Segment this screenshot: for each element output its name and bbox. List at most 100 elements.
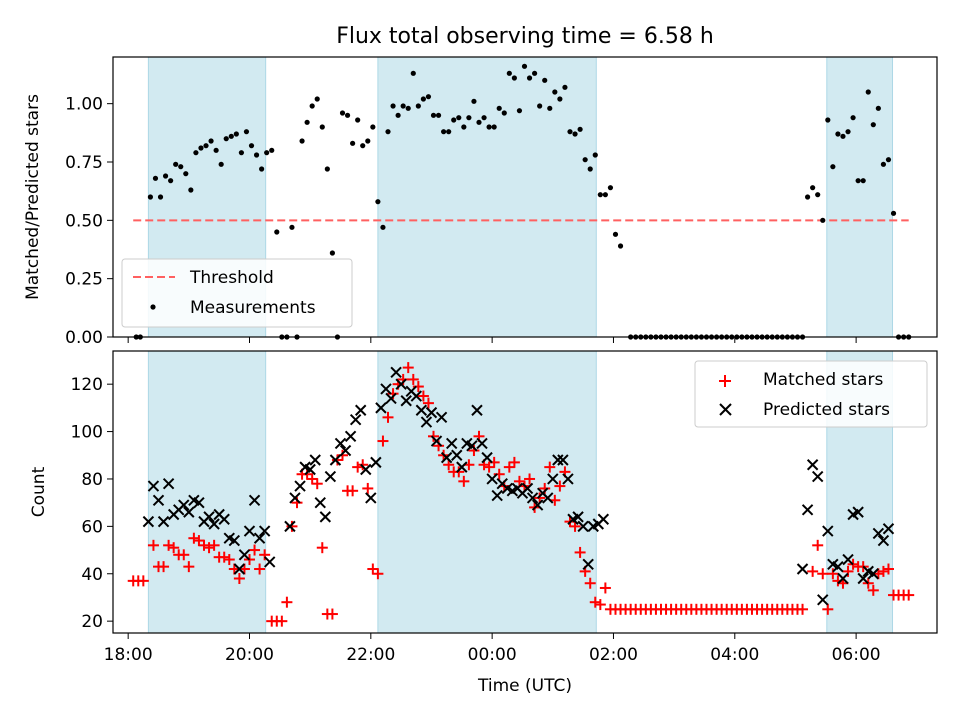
measurement-point — [456, 115, 462, 121]
matched-star-point — [163, 539, 175, 551]
matched-star-point — [233, 572, 245, 584]
measurement-point — [491, 124, 497, 130]
measurement-point — [835, 131, 841, 137]
top-markers — [133, 63, 912, 340]
matched-star-point — [867, 584, 879, 596]
predicted-star-point — [208, 518, 220, 530]
predicted-star-point — [365, 492, 377, 504]
measurement-point — [198, 145, 204, 151]
matched-star-point — [407, 373, 419, 385]
measurement-point — [274, 229, 280, 235]
measurement-point — [506, 70, 512, 76]
predicted-star-point — [375, 402, 387, 414]
matched-star-point — [569, 520, 581, 532]
measurement-point — [476, 119, 482, 125]
measurement-point — [309, 103, 315, 109]
matched-star-point — [188, 532, 200, 544]
measurement-point — [360, 143, 366, 149]
matched-star-point — [377, 435, 389, 447]
measurement-point — [552, 89, 558, 95]
measurement-point — [471, 98, 477, 104]
matched-star-point — [877, 565, 889, 577]
measurement-point — [840, 133, 846, 139]
matched-star-point — [326, 608, 338, 620]
predicted-star-point — [806, 459, 819, 471]
measurement-point — [203, 143, 209, 149]
measurement-point — [562, 84, 568, 90]
predicted-star-point — [552, 454, 564, 466]
measurement-point — [223, 136, 229, 142]
matched-star-point — [203, 542, 215, 554]
bottom-predicted-markers — [142, 366, 895, 606]
predicted-star-point — [440, 451, 453, 464]
measurement-point — [602, 192, 608, 198]
measurement-point — [259, 166, 265, 172]
matched-star-point — [223, 554, 235, 566]
predicted-star-point — [289, 492, 301, 504]
measurement-point — [350, 140, 356, 146]
legend-matched-label: Matched stars — [763, 370, 883, 390]
measurement-point — [511, 75, 517, 81]
measurement-point — [890, 210, 897, 216]
measurement-point — [521, 63, 528, 69]
predicted-star-point — [872, 527, 885, 540]
x-tick-label: 00:00 — [468, 645, 517, 665]
predicted-star-point — [882, 523, 895, 535]
x-tick-label: 20:00 — [225, 645, 274, 665]
matched-star-point — [524, 473, 536, 485]
matched-star-point — [218, 551, 230, 563]
predicted-star-point — [476, 437, 488, 450]
matched-star-point — [417, 390, 429, 402]
predicted-star-point — [410, 390, 423, 402]
predicted-star-point — [486, 473, 498, 485]
top-y-tick-label: 0.25 — [65, 270, 103, 290]
predicted-star-point — [258, 525, 271, 537]
matched-star-point — [331, 454, 343, 466]
matched-star-point — [402, 362, 414, 374]
measurement-point — [375, 199, 381, 205]
predicted-star-point — [203, 511, 215, 523]
predicted-star-point — [248, 494, 261, 507]
bottom-y-tick-label: 100 — [71, 423, 103, 443]
predicted-star-point — [572, 511, 584, 523]
matched-star-point — [584, 577, 596, 589]
predicted-star-point — [531, 499, 544, 511]
predicted-star-point — [157, 515, 170, 528]
measurement-point — [208, 138, 214, 144]
top-plot-frame — [112, 56, 938, 338]
predicted-star-point — [817, 594, 829, 606]
predicted-star-point — [481, 451, 493, 464]
predicted-star-point — [339, 444, 352, 457]
measurement-point — [572, 131, 578, 137]
predicted-star-point — [152, 494, 165, 507]
top-x-ticks — [127, 337, 857, 343]
bottom-y-axis-label: Count — [29, 466, 49, 517]
matched-star-point — [882, 563, 894, 575]
measurement-point — [567, 129, 573, 135]
measurement-point — [481, 115, 487, 121]
predicted-star-point — [354, 404, 367, 416]
matched-star-point — [842, 565, 854, 577]
measurement-point — [825, 117, 831, 123]
top-y-tick-label: 1.00 — [65, 95, 103, 115]
predicted-star-point — [147, 480, 160, 492]
legend-measurements-label: Measurements — [190, 298, 316, 318]
matched-star-point — [903, 589, 915, 601]
predicted-star-point — [796, 563, 809, 575]
measurement-point — [173, 161, 179, 167]
matched-star-point — [193, 535, 205, 547]
matched-star-point — [311, 478, 323, 490]
x-tick-label: 06:00 — [832, 645, 881, 665]
measurement-point — [400, 103, 406, 109]
predicted-star-point — [837, 572, 849, 585]
measurement-point — [855, 178, 861, 184]
legend-predicted-swatch — [719, 403, 732, 416]
x-tick-label: 04:00 — [710, 645, 759, 665]
measurement-point — [425, 94, 432, 100]
predicted-star-point — [562, 473, 574, 485]
measurement-point — [516, 108, 523, 114]
measurement-point — [344, 112, 351, 118]
predicted-star-point — [349, 414, 362, 426]
top-shaded-interval — [826, 56, 894, 338]
